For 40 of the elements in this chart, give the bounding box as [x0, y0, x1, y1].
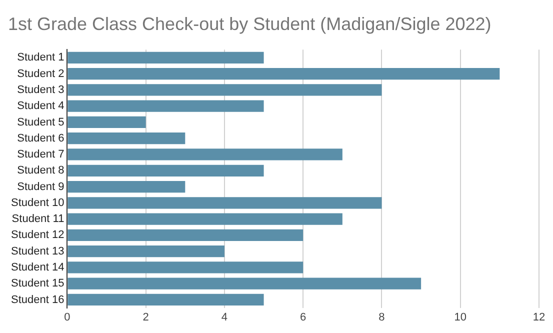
x-tick-label: 6 — [300, 311, 306, 324]
y-tick-label: Student 11 — [12, 213, 64, 226]
y-tick-label: Student 5 — [17, 116, 64, 128]
bar — [68, 116, 146, 128]
bar — [68, 262, 304, 274]
bar — [68, 197, 382, 209]
x-tick-label: 10 — [454, 311, 466, 324]
x-tick-label: 2 — [142, 311, 149, 324]
bar — [68, 84, 382, 96]
bar — [68, 52, 264, 64]
bar — [68, 148, 342, 160]
bar — [68, 100, 264, 112]
x-tick-label: 0 — [64, 311, 70, 324]
y-tick-label: Student 12 — [10, 229, 64, 242]
bar — [68, 213, 342, 225]
x-tick-label: 4 — [221, 311, 228, 324]
y-tick-label: Student 6 — [17, 132, 64, 144]
bar — [68, 246, 224, 258]
y-tick-label: Student 15 — [10, 278, 64, 290]
y-tick-label: Student 3 — [17, 84, 64, 96]
y-tick-label: Student 14 — [10, 261, 64, 274]
bar — [68, 68, 500, 80]
bar — [68, 294, 264, 306]
chart-title: 1st Grade Class Check-out by Student (Madigan/Sigle 2022) — [8, 14, 492, 34]
x-tick-label: 8 — [378, 311, 385, 324]
x-tick-label: 12 — [532, 311, 546, 324]
y-tick-label: Student 9 — [17, 180, 64, 193]
y-tick-label: Student 10 — [10, 196, 64, 209]
y-tick-label: Student 8 — [17, 164, 64, 177]
y-tick-label: Student 2 — [17, 68, 64, 80]
y-tick-label: Student 1 — [17, 52, 64, 64]
bar — [68, 278, 422, 290]
bar — [68, 164, 264, 176]
y-tick-label: Student 4 — [17, 100, 64, 112]
y-tick-label: Student 7 — [17, 148, 64, 161]
y-tick-label: Student 13 — [10, 245, 64, 258]
y-tick-label: Student 16 — [10, 294, 64, 306]
bar — [68, 180, 186, 193]
bar — [68, 132, 186, 144]
bar — [68, 229, 304, 241]
